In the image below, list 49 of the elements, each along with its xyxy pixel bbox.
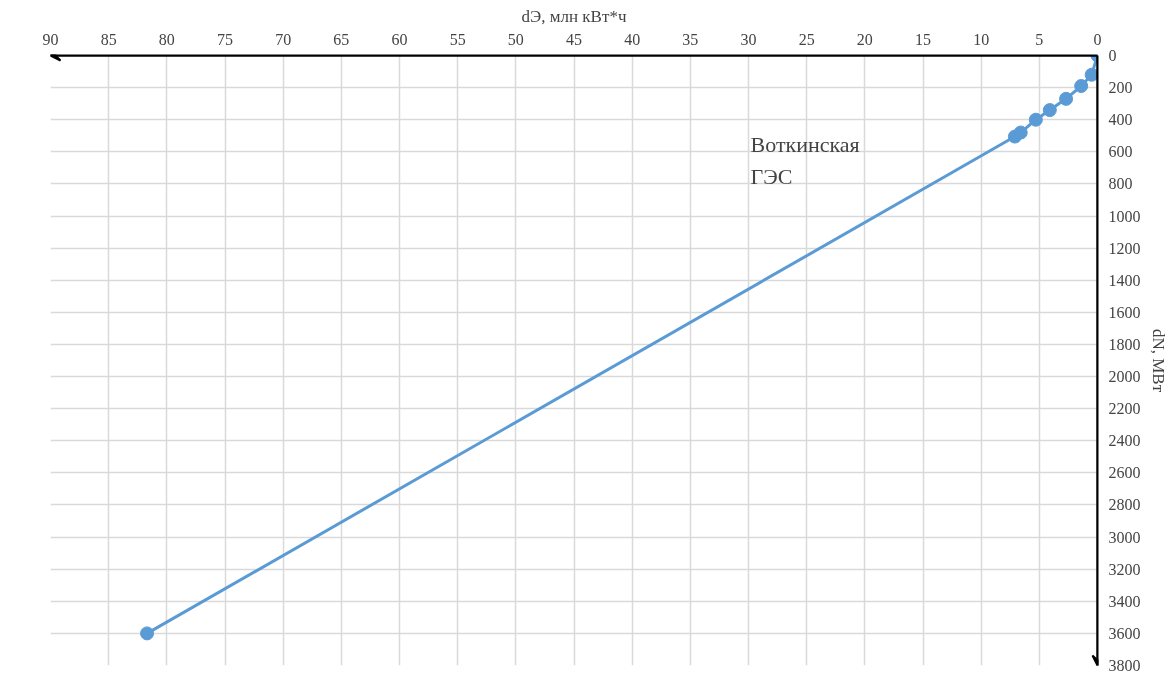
y-tick-label: 1400 bbox=[1108, 271, 1141, 289]
x-tick-label: 50 bbox=[507, 30, 524, 48]
point bbox=[1028, 112, 1043, 127]
x-tick-label: 90 bbox=[42, 30, 59, 48]
y-tick-label: 400 bbox=[1108, 111, 1133, 129]
x-tick-label: 25 bbox=[798, 30, 815, 48]
y-tick-label: 3000 bbox=[1108, 528, 1141, 546]
annotation: Воткинская ГЭС bbox=[750, 131, 860, 189]
point bbox=[1074, 79, 1089, 93]
y-tick-label: 2200 bbox=[1108, 400, 1141, 418]
y-tick-label: 1200 bbox=[1108, 239, 1141, 257]
y-tick-label: 200 bbox=[1108, 79, 1133, 97]
y-tick-label: 1000 bbox=[1108, 207, 1141, 225]
point bbox=[1084, 67, 1098, 82]
point bbox=[140, 626, 155, 641]
x-tick-label: 20 bbox=[856, 30, 873, 48]
x-tick-label: 45 bbox=[566, 30, 582, 48]
x-tick-label: 35 bbox=[682, 30, 699, 48]
y-tick-label: 3200 bbox=[1108, 560, 1141, 578]
y-tick-label: 2400 bbox=[1108, 432, 1141, 450]
x-tick-label: 30 bbox=[740, 30, 757, 48]
y-tick-label: 800 bbox=[1108, 175, 1133, 193]
y-axis-title: dN, МВт bbox=[1148, 328, 1168, 393]
y-tick-label: 3800 bbox=[1108, 657, 1141, 674]
y-tick-label: 3400 bbox=[1108, 592, 1141, 610]
y-tick-label: 1600 bbox=[1108, 303, 1141, 321]
x-tick-label: 55 bbox=[449, 30, 466, 48]
y-tick-label: 2600 bbox=[1108, 464, 1141, 482]
y-tick-label: 1800 bbox=[1108, 335, 1141, 353]
y-tick-label: 3600 bbox=[1108, 624, 1141, 642]
x-tick-label: 0 bbox=[1093, 30, 1102, 48]
point bbox=[1042, 103, 1057, 118]
x-tick-label: 70 bbox=[275, 30, 292, 48]
x-tick-label: 40 bbox=[624, 30, 641, 48]
x-tick-label: 85 bbox=[100, 30, 117, 48]
x-tick-label: 60 bbox=[391, 30, 408, 48]
x-tick-label: 75 bbox=[217, 30, 233, 48]
x-axis-title: dЭ, млн кВт*ч bbox=[521, 6, 627, 26]
point bbox=[1059, 91, 1074, 106]
x-tick-label: 5 bbox=[1035, 30, 1044, 48]
point bbox=[1007, 129, 1022, 144]
y-tick-label: 600 bbox=[1108, 143, 1133, 161]
y-tick-label: 0 bbox=[1108, 47, 1117, 64]
x-tick-label: 80 bbox=[158, 30, 175, 48]
x-tick-label: 15 bbox=[915, 30, 931, 48]
y-tick-label: 2800 bbox=[1108, 496, 1141, 514]
x-tick-label: 10 bbox=[973, 30, 990, 48]
y-tick-label: 2000 bbox=[1108, 368, 1141, 386]
x-tick-label: 65 bbox=[333, 30, 350, 48]
